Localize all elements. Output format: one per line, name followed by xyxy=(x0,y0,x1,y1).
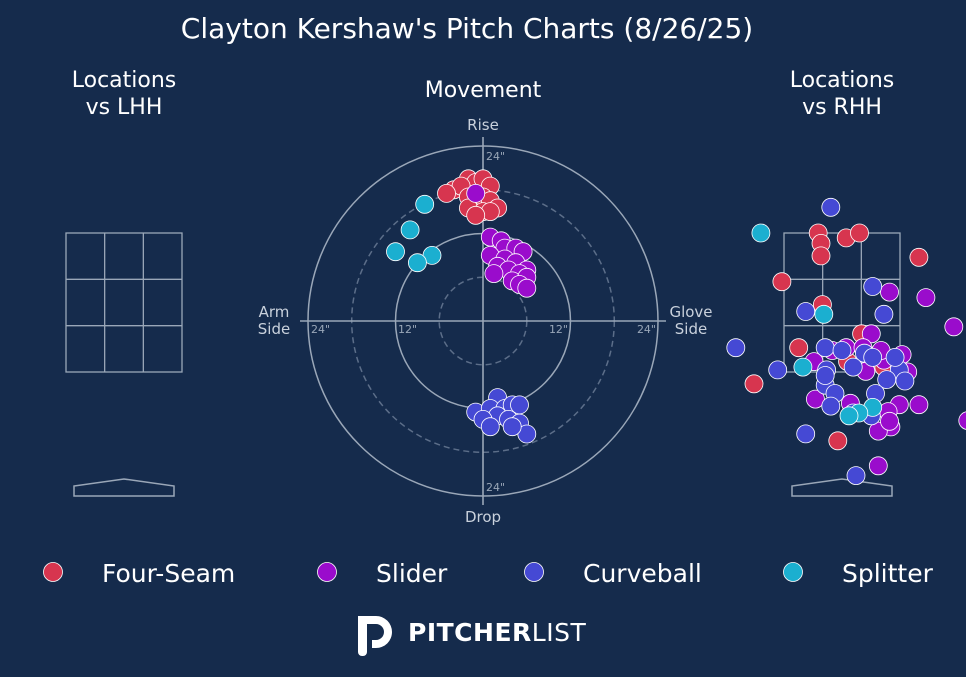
lhh-strike-zone xyxy=(65,232,183,497)
legend-item-splitter: Splitter xyxy=(783,559,934,588)
glove-side-label-line-2: Side xyxy=(675,320,707,338)
pitch-point-slider xyxy=(880,282,899,302)
ring-label: 24" xyxy=(486,481,505,494)
pitch-point-curveball xyxy=(863,347,883,367)
rhh-title-line-1: Locations xyxy=(790,68,895,93)
lhh-location-panel: Locations vs LHH xyxy=(65,68,183,497)
movement-point-slider xyxy=(517,278,537,298)
ring-label: 24" xyxy=(637,323,656,336)
movement-point-splitter xyxy=(386,242,405,262)
legend-item-curveball: Curveball xyxy=(524,559,702,588)
legend-marker-slider xyxy=(317,562,337,582)
pitch-point-slider xyxy=(861,324,881,344)
pitch-point-curveball xyxy=(815,338,835,358)
pitch-point-curveball xyxy=(821,197,841,217)
legend: Four-Seam Slider Curveball Splitter xyxy=(43,559,934,588)
pitch-point-curveball xyxy=(768,360,788,380)
pitch-point-slider xyxy=(944,317,964,337)
movement-panel: Movement Rise Drop Arm Side Glove Side 2… xyxy=(258,78,713,526)
glove-side-label-line-1: Glove xyxy=(669,303,712,321)
lhh-title-line-2: vs LHH xyxy=(86,95,163,120)
drop-label: Drop xyxy=(465,508,501,526)
page-title: Clayton Kershaw's Pitch Charts (8/26/25) xyxy=(181,12,753,45)
ring-label: 24" xyxy=(311,323,330,336)
pitch-point-curveball xyxy=(796,424,816,444)
legend-item-slider: Slider xyxy=(317,559,448,588)
arm-side-label-line-2: Side xyxy=(258,320,290,338)
movement-point-four-seam xyxy=(466,205,486,225)
pitch-point-curveball xyxy=(832,341,852,360)
movement-point-slider xyxy=(484,264,504,284)
pitcherlist-p-logo-icon xyxy=(358,616,392,656)
pitch-point-slider xyxy=(868,456,888,476)
legend-marker-four-seam xyxy=(43,562,63,582)
strike-zone-box xyxy=(65,232,183,373)
pitch-point-four-seam xyxy=(789,338,809,358)
pitch-point-curveball xyxy=(815,366,835,385)
legend-label: Splitter xyxy=(842,559,934,588)
pitch-point-splitter xyxy=(793,357,813,377)
ring-label: 12" xyxy=(398,323,417,336)
pitch-point-slider xyxy=(909,395,929,415)
movement-point-slider xyxy=(466,183,486,203)
pitch-point-four-seam xyxy=(850,223,869,243)
pitch-point-slider xyxy=(958,411,966,430)
pitch-point-four-seam xyxy=(828,431,848,451)
pitcherlist-logo-text: PITCHERLIST xyxy=(408,618,586,647)
legend-label: Four-Seam xyxy=(102,559,235,588)
movement-ring-labels: 24" 24" 24" 24" 12" 12" xyxy=(311,150,656,494)
movement-point-splitter xyxy=(415,194,435,214)
movement-point-splitter xyxy=(400,220,420,240)
pitch-point-slider xyxy=(806,389,825,409)
pitch-point-four-seam xyxy=(744,374,764,394)
pitch-point-splitter xyxy=(839,406,859,426)
pitch-point-splitter xyxy=(751,223,771,243)
logo-brand-light: LIST xyxy=(531,618,587,647)
pitch-point-four-seam xyxy=(909,247,929,267)
ring-label: 24" xyxy=(486,150,505,163)
pitch-point-curveball xyxy=(843,357,863,377)
pitch-point-splitter xyxy=(814,304,834,324)
legend-item-four-seam: Four-Seam xyxy=(43,559,235,588)
movement-title: Movement xyxy=(425,78,542,103)
rhh-location-panel: Locations vs RHH xyxy=(726,68,966,497)
pitch-point-curveball xyxy=(895,371,915,391)
pitch-point-curveball xyxy=(874,304,894,324)
home-plate xyxy=(791,478,893,497)
pitch-point-four-seam xyxy=(811,246,831,266)
movement-point-four-seam xyxy=(437,183,456,203)
arm-side-label-line-1: Arm xyxy=(259,303,290,321)
pitch-point-curveball xyxy=(846,466,866,486)
home-plate xyxy=(73,478,175,497)
pitch-point-curveball xyxy=(726,338,746,358)
pitch-point-curveball xyxy=(796,302,816,321)
legend-marker-curveball xyxy=(524,562,544,582)
legend-label: Curveball xyxy=(583,559,702,588)
pitch-point-curveball xyxy=(821,396,841,416)
legend-label: Slider xyxy=(376,559,448,588)
pitch-point-four-seam xyxy=(772,272,792,292)
movement-point-curveball xyxy=(480,417,500,437)
legend-marker-splitter xyxy=(783,562,803,582)
movement-point-curveball xyxy=(502,417,522,437)
movement-point-splitter xyxy=(407,253,427,273)
ring-label: 12" xyxy=(549,323,568,336)
pitch-point-slider xyxy=(880,411,899,431)
rhh-title-line-2: vs RHH xyxy=(802,95,882,120)
movement-point-curveball xyxy=(510,395,529,415)
pitch-point-curveball xyxy=(885,347,905,367)
logo-brand-bold: PITCHER xyxy=(408,618,532,647)
pitch-point-slider xyxy=(916,288,936,308)
lhh-title-line-1: Locations xyxy=(72,68,177,93)
pitch-point-curveball xyxy=(863,277,883,296)
rise-label: Rise xyxy=(467,116,499,134)
